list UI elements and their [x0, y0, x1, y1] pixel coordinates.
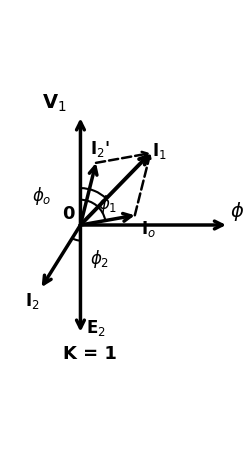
Text: I$_1$: I$_1$	[152, 141, 167, 161]
Text: V$_1$: V$_1$	[42, 93, 67, 114]
Text: $\phi$: $\phi$	[230, 200, 244, 223]
Text: E$_2$: E$_2$	[86, 318, 106, 338]
Text: K = 1: K = 1	[63, 346, 117, 364]
Text: $\phi_2$: $\phi_2$	[90, 248, 109, 270]
Text: $\phi_1$: $\phi_1$	[98, 193, 117, 215]
Text: I$_o$: I$_o$	[141, 219, 155, 239]
Text: 0: 0	[62, 205, 75, 223]
Text: I$_2$: I$_2$	[25, 291, 39, 311]
Text: I$_2$': I$_2$'	[90, 139, 110, 159]
Text: $\phi_o$: $\phi_o$	[32, 185, 51, 207]
